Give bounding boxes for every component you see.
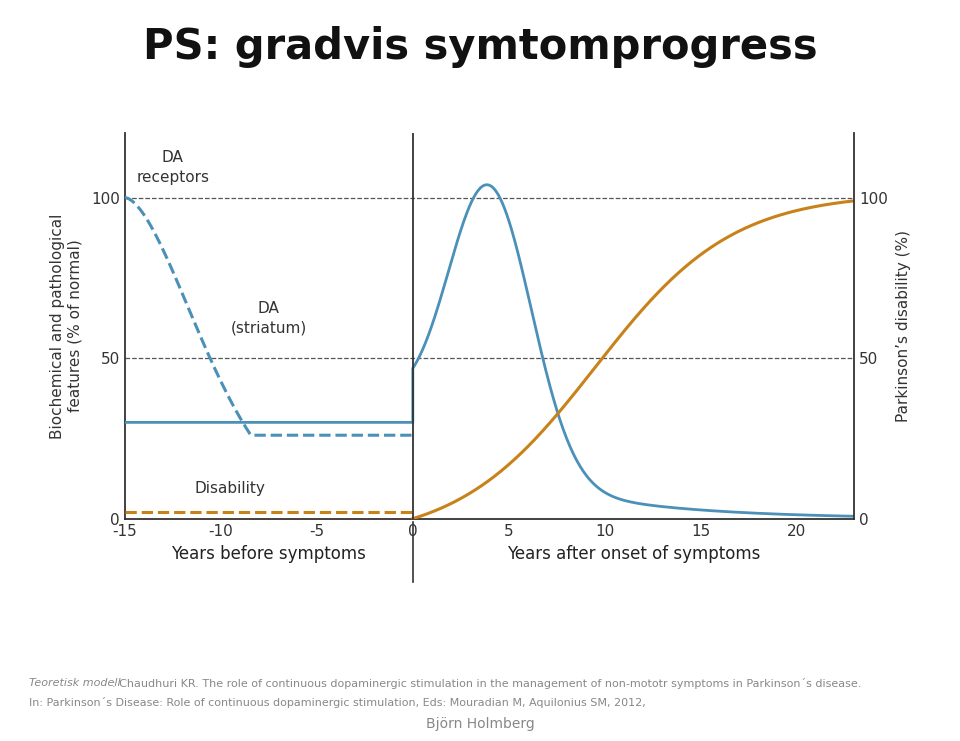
Text: Teoretisk modell: Teoretisk modell: [29, 678, 120, 688]
Text: Björn Holmberg: Björn Holmberg: [425, 717, 535, 731]
Text: Disability: Disability: [195, 481, 266, 496]
Text: Years after onset of symptoms: Years after onset of symptoms: [507, 545, 760, 562]
Text: In: Parkinson´s Disease: Role of continuous dopaminergic stimulation, Eds: Moura: In: Parkinson´s Disease: Role of continu…: [29, 697, 645, 708]
Text: DA
receptors: DA receptors: [136, 150, 209, 185]
Y-axis label: Biochemical and pathological
features (% of normal): Biochemical and pathological features (%…: [50, 213, 83, 439]
Text: Years before symptoms: Years before symptoms: [172, 545, 366, 562]
Text: : Chaudhuri KR. The role of continuous dopaminergic stimulation in the managemen: : Chaudhuri KR. The role of continuous d…: [112, 678, 862, 689]
Text: PS: gradvis symtomprogress: PS: gradvis symtomprogress: [143, 26, 817, 68]
Y-axis label: Parkinson’s disability (%): Parkinson’s disability (%): [897, 230, 911, 422]
Text: DA
(striatum): DA (striatum): [230, 301, 307, 336]
